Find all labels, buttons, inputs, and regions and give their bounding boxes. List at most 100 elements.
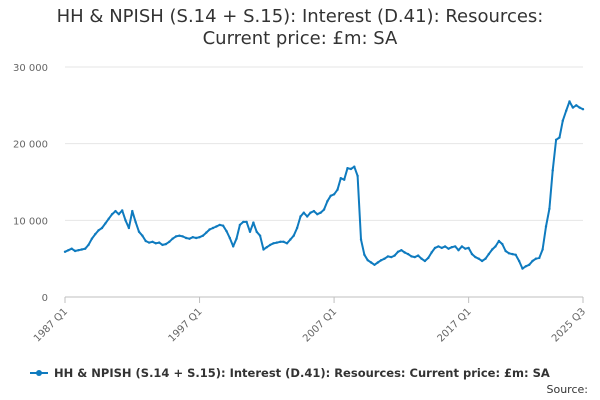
data-point[interactable] (110, 213, 114, 216)
data-point[interactable] (376, 261, 379, 264)
data-point[interactable] (141, 234, 144, 237)
data-point[interactable] (147, 241, 151, 244)
data-point[interactable] (67, 249, 70, 252)
data-point[interactable] (181, 235, 184, 238)
data-point[interactable] (517, 259, 521, 263)
data-point[interactable] (80, 248, 84, 251)
data-point[interactable] (356, 174, 359, 178)
data-point[interactable] (205, 231, 208, 234)
data-point[interactable] (380, 259, 383, 262)
data-point[interactable] (531, 259, 534, 263)
data-point[interactable] (443, 245, 447, 248)
data-point[interactable] (198, 236, 201, 239)
data-point[interactable] (100, 226, 104, 230)
data-point[interactable] (548, 207, 551, 210)
data-point[interactable] (292, 234, 295, 237)
data-point[interactable] (514, 253, 517, 256)
data-point[interactable] (151, 240, 154, 243)
data-point[interactable] (400, 249, 403, 252)
data-point[interactable] (561, 119, 564, 122)
data-point[interactable] (275, 241, 279, 244)
data-point[interactable] (501, 242, 504, 246)
data-point[interactable] (70, 247, 73, 250)
data-point[interactable] (215, 225, 218, 228)
data-point[interactable] (104, 222, 107, 225)
data-point[interactable] (447, 247, 450, 250)
data-point[interactable] (302, 211, 305, 214)
data-point[interactable] (363, 253, 366, 256)
data-point[interactable] (366, 259, 369, 262)
data-point[interactable] (417, 254, 420, 257)
data-point[interactable] (480, 259, 484, 263)
data-point[interactable] (524, 265, 527, 268)
data-point[interactable] (164, 242, 168, 246)
data-point[interactable] (245, 220, 248, 224)
data-point[interactable] (326, 200, 329, 203)
data-point[interactable] (322, 208, 326, 211)
data-point[interactable] (282, 240, 285, 243)
data-point[interactable] (406, 252, 410, 256)
data-point[interactable] (258, 234, 262, 237)
data-point[interactable] (359, 238, 363, 241)
data-point[interactable] (161, 243, 164, 247)
data-point[interactable] (184, 236, 188, 240)
data-point[interactable] (484, 257, 487, 260)
data-point[interactable] (346, 167, 349, 170)
data-point[interactable] (134, 220, 137, 224)
data-point[interactable] (63, 250, 67, 253)
data-point[interactable] (386, 255, 390, 258)
data-point[interactable] (171, 237, 174, 240)
data-point[interactable] (369, 261, 373, 264)
data-point[interactable] (84, 247, 87, 250)
data-point[interactable] (87, 243, 90, 247)
data-point[interactable] (144, 239, 147, 243)
data-point[interactable] (235, 237, 238, 240)
data-point[interactable] (295, 226, 299, 230)
data-point[interactable] (107, 217, 110, 220)
data-point[interactable] (77, 249, 80, 252)
data-point[interactable] (299, 215, 302, 218)
data-point[interactable] (390, 255, 393, 259)
data-point[interactable] (248, 230, 252, 233)
data-point[interactable] (396, 250, 400, 253)
data-point[interactable] (90, 237, 94, 240)
data-point[interactable] (349, 167, 353, 171)
data-point[interactable] (201, 234, 205, 237)
data-point[interactable] (413, 255, 416, 259)
data-point[interactable] (211, 226, 215, 230)
data-point[interactable] (528, 263, 531, 266)
data-point[interactable] (285, 242, 289, 245)
data-point[interactable] (225, 229, 228, 233)
data-point[interactable] (178, 234, 181, 237)
data-point[interactable] (470, 252, 474, 256)
data-point[interactable] (255, 230, 258, 233)
data-point[interactable] (262, 248, 265, 251)
data-point[interactable] (538, 256, 541, 260)
data-point[interactable] (232, 245, 235, 248)
data-point[interactable] (228, 236, 231, 240)
data-point[interactable] (450, 246, 453, 249)
data-point[interactable] (467, 246, 470, 250)
data-point[interactable] (534, 257, 538, 260)
data-point[interactable] (218, 223, 221, 227)
data-point[interactable] (430, 251, 433, 254)
data-point[interactable] (504, 249, 507, 253)
data-point[interactable] (460, 245, 464, 248)
data-point[interactable] (97, 229, 100, 232)
data-point[interactable] (306, 215, 309, 218)
data-point[interactable] (487, 252, 490, 256)
data-point[interactable] (137, 230, 141, 233)
data-point[interactable] (457, 249, 460, 252)
data-point[interactable] (188, 237, 191, 240)
data-point[interactable] (329, 194, 332, 197)
data-point[interactable] (94, 232, 97, 236)
data-point[interactable] (464, 247, 467, 250)
data-point[interactable] (581, 108, 585, 111)
data-point[interactable] (565, 109, 568, 112)
data-point[interactable] (440, 246, 443, 250)
data-point[interactable] (73, 249, 77, 253)
data-point[interactable] (127, 226, 131, 230)
data-point[interactable] (154, 242, 157, 245)
data-point[interactable] (541, 248, 544, 251)
data-point[interactable] (121, 209, 124, 212)
